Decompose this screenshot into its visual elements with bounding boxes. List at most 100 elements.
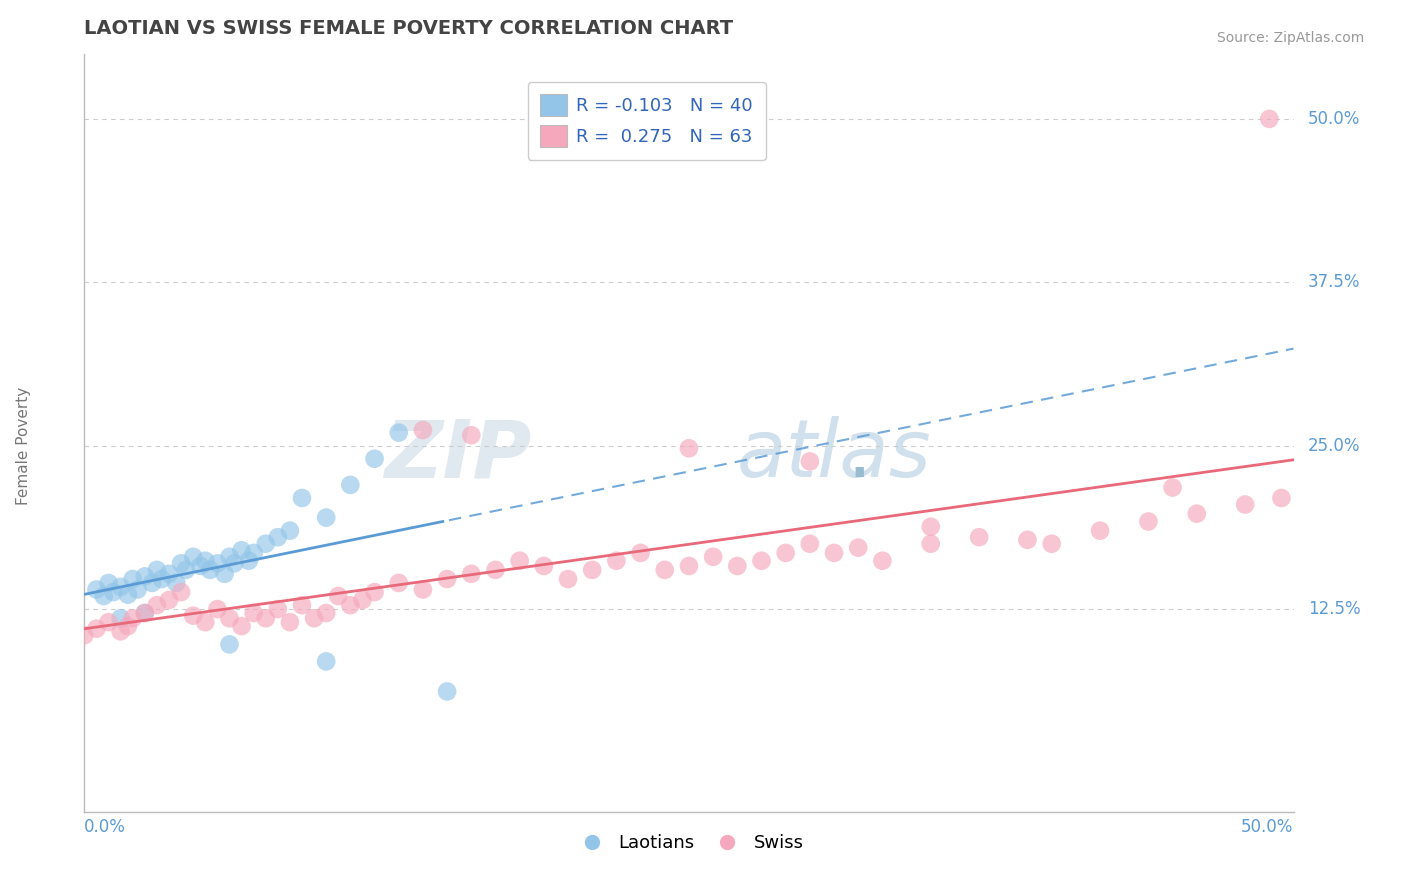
- Point: [1040, 537, 1063, 551]
- Point: [484, 563, 506, 577]
- Point: [725, 558, 748, 573]
- Point: [218, 611, 240, 625]
- Point: [1270, 491, 1292, 505]
- Point: [388, 425, 411, 440]
- Point: [146, 598, 169, 612]
- Point: [198, 563, 221, 577]
- Point: [278, 524, 301, 538]
- Point: [920, 537, 942, 551]
- Point: [1088, 524, 1111, 538]
- Point: [1137, 515, 1160, 529]
- Point: [412, 582, 434, 597]
- Point: [207, 557, 229, 571]
- Point: [1258, 112, 1281, 126]
- Point: [181, 608, 204, 623]
- Point: [872, 554, 894, 568]
- Point: [254, 537, 277, 551]
- Point: [605, 554, 627, 568]
- Point: [218, 549, 240, 564]
- Point: [823, 546, 845, 560]
- Point: [127, 582, 149, 597]
- Point: [352, 593, 374, 607]
- Point: [1234, 498, 1257, 512]
- Point: [194, 615, 217, 630]
- Text: 0.0%: 0.0%: [84, 818, 127, 837]
- Point: [799, 537, 821, 551]
- Point: [110, 611, 132, 625]
- Point: [328, 589, 350, 603]
- Point: [218, 637, 240, 651]
- Point: [315, 510, 337, 524]
- Point: [97, 615, 120, 630]
- Point: [110, 580, 132, 594]
- Point: [278, 615, 301, 630]
- Point: [170, 557, 193, 571]
- Point: [238, 554, 260, 568]
- Point: [190, 558, 212, 573]
- Point: [1185, 507, 1208, 521]
- Legend: Laotians, Swiss: Laotians, Swiss: [567, 827, 811, 860]
- Point: [170, 585, 193, 599]
- Point: [146, 563, 169, 577]
- Point: [412, 423, 434, 437]
- Point: [141, 576, 163, 591]
- Text: 50.0%: 50.0%: [1308, 110, 1361, 128]
- Point: [436, 572, 458, 586]
- Point: [157, 593, 180, 607]
- Point: [654, 563, 676, 577]
- Point: [214, 566, 236, 581]
- Point: [242, 606, 264, 620]
- Text: 12.5%: 12.5%: [1308, 600, 1361, 618]
- Point: [267, 530, 290, 544]
- Point: [117, 619, 139, 633]
- Point: [339, 478, 361, 492]
- Point: [73, 628, 96, 642]
- Point: [702, 549, 724, 564]
- Point: [254, 611, 277, 625]
- Text: ZIP: ZIP: [384, 417, 531, 494]
- Point: [242, 546, 264, 560]
- Point: [121, 572, 143, 586]
- Point: [174, 563, 197, 577]
- Point: [775, 546, 797, 560]
- Point: [509, 554, 531, 568]
- Point: [630, 546, 652, 560]
- Text: atlas: atlas: [737, 417, 931, 494]
- Point: [117, 588, 139, 602]
- Point: [363, 585, 385, 599]
- Point: [436, 684, 458, 698]
- Point: [134, 606, 156, 620]
- Point: [291, 491, 314, 505]
- Point: [231, 619, 253, 633]
- Point: [103, 585, 125, 599]
- Point: [121, 611, 143, 625]
- Point: [315, 606, 337, 620]
- Point: [86, 582, 108, 597]
- Text: Source: ZipAtlas.com: Source: ZipAtlas.com: [1216, 31, 1364, 45]
- Point: [315, 654, 337, 668]
- Point: [339, 598, 361, 612]
- Point: [207, 602, 229, 616]
- Point: [291, 598, 314, 612]
- Point: [181, 549, 204, 564]
- Text: 37.5%: 37.5%: [1308, 273, 1361, 292]
- Point: [165, 576, 187, 591]
- Point: [157, 566, 180, 581]
- Point: [134, 606, 156, 620]
- Point: [967, 530, 990, 544]
- Point: [302, 611, 325, 625]
- Point: [363, 451, 385, 466]
- Point: [533, 558, 555, 573]
- Point: [194, 554, 217, 568]
- Text: 50.0%: 50.0%: [1241, 818, 1294, 837]
- Text: LAOTIAN VS SWISS FEMALE POVERTY CORRELATION CHART: LAOTIAN VS SWISS FEMALE POVERTY CORRELAT…: [84, 19, 734, 38]
- Point: [231, 543, 253, 558]
- Point: [846, 541, 869, 555]
- Point: [110, 624, 132, 639]
- Point: [97, 576, 120, 591]
- Point: [86, 622, 108, 636]
- Point: [388, 576, 411, 591]
- Point: [751, 554, 773, 568]
- Point: [557, 572, 579, 586]
- Point: [267, 602, 290, 616]
